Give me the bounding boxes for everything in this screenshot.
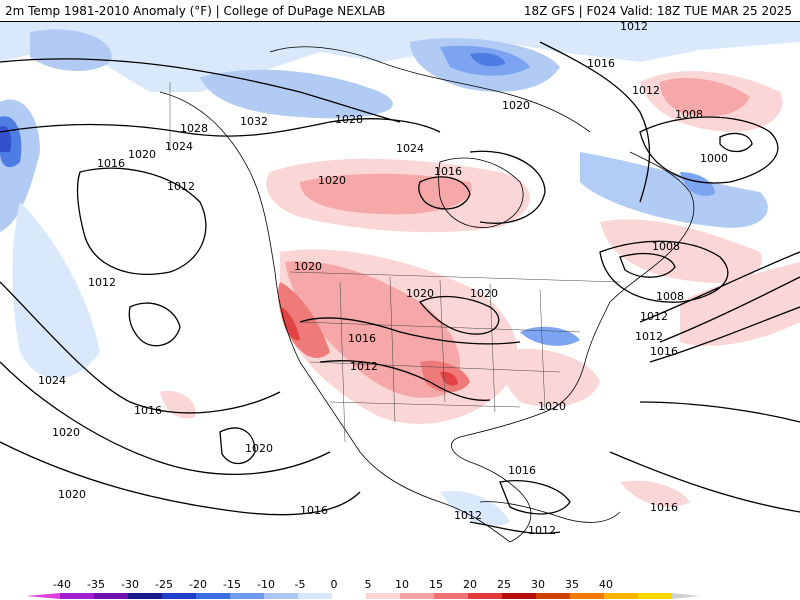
isobar-label: 1000: [700, 152, 728, 165]
colorbar-tick-label: -40: [53, 578, 71, 591]
isobar-label: 1020: [58, 488, 86, 501]
anomaly-colorbar: -40 -35 -30 -25 -20 -15 -10 -5 0 5 10 15 20 25 30 35 40: [0, 576, 800, 600]
isobar-label: 1012: [167, 180, 195, 193]
colorbar-bin: [196, 593, 230, 599]
isobar-label: 1024: [396, 142, 424, 155]
isobar-label: 1012: [635, 330, 663, 343]
colorbar-tick-label: 25: [497, 578, 511, 591]
colorbar-bin: [94, 593, 128, 599]
colorbar-tick-label: 35: [565, 578, 579, 591]
colorbar-bin: [128, 593, 162, 599]
isobar-label: 1016: [134, 404, 162, 417]
colorbar-bin: [264, 593, 298, 599]
isobar-label: 1012: [632, 84, 660, 97]
map-header: 2m Temp 1981-2010 Anomaly (°F) | College…: [0, 0, 800, 22]
isobar-label: 1020: [406, 287, 434, 300]
isobar-label: 1016: [97, 157, 125, 170]
colorbar-tick-label: -5: [295, 578, 306, 591]
map-title: 2m Temp 1981-2010 Anomaly (°F) | College…: [5, 4, 386, 18]
isobar-label: 1016: [508, 464, 536, 477]
isobar-label: 1012: [454, 509, 482, 522]
colorbar-bin: [60, 593, 94, 599]
isobar-label: 1008: [652, 240, 680, 253]
isobar-label: 1032: [240, 115, 268, 128]
isobar-label: 1008: [656, 290, 684, 303]
colorbar-tick-label: 10: [395, 578, 409, 591]
colorbar-min-arrow: [26, 593, 60, 599]
warm-anomaly-shading: [160, 71, 800, 507]
colorbar-bin: [230, 593, 264, 599]
colorbar-tick-label: 20: [463, 578, 477, 591]
colorbar-bin: [332, 593, 366, 599]
colorbar-bin: [400, 593, 434, 599]
isobar-label: 1016: [650, 345, 678, 358]
colorbar-tick-label: -25: [155, 578, 173, 591]
isobar-label: 1020: [318, 174, 346, 187]
colorbar-max-arrow: [672, 593, 700, 599]
colorbar-tick-label: 30: [531, 578, 545, 591]
isobar-label: 1012: [640, 310, 668, 323]
isobar-label: 1008: [675, 108, 703, 121]
isobar-label: 1012: [88, 276, 116, 289]
isobar-label: 1020: [245, 442, 273, 455]
isobar-label: 1024: [38, 374, 66, 387]
colorbar-bin: [298, 593, 332, 599]
colorbar-tick-label: -15: [223, 578, 241, 591]
colorbar-bin: [366, 593, 400, 599]
colorbar-bin: [468, 593, 502, 599]
colorbar-tick-label: 5: [365, 578, 372, 591]
coastlines: [159, 46, 695, 543]
colorbar-bin: [536, 593, 570, 599]
isobar-label: 1016: [300, 504, 328, 517]
isobar-label: 1020: [470, 287, 498, 300]
isobar-label: 1028: [180, 122, 208, 135]
isobar-label: 1016: [587, 57, 615, 70]
isobar-label: 1028: [335, 113, 363, 126]
colorbar-tick-label: 15: [429, 578, 443, 591]
colorbar-bin: [604, 593, 638, 599]
isobar-label: 1024: [165, 140, 193, 153]
isobar-label: 1012: [620, 22, 648, 33]
colorbar-tick-label: -20: [189, 578, 207, 591]
colorbar-tick-label: -30: [121, 578, 139, 591]
isobar-label: 1016: [348, 332, 376, 345]
isobar-label: 1016: [434, 165, 462, 178]
model-valid-time: 18Z GFS | F024 Valid: 18Z TUE MAR 25 202…: [523, 4, 792, 18]
isobar-contours: [0, 41, 800, 535]
cold-anomaly-shading: [0, 22, 800, 526]
isobar-label: 1012: [350, 360, 378, 373]
colorbar-bin: [162, 593, 196, 599]
colorbar-tick-label: 40: [599, 578, 613, 591]
isobar-label: 1020: [502, 99, 530, 112]
isobar-label: 1016: [650, 501, 678, 514]
isobar-label: 1020: [538, 400, 566, 413]
colorbar-bin: [570, 593, 604, 599]
temperature-anomaly-map: 1012 1016 1020 1028 1032 1028 1024 1020 1024 1016…: [0, 22, 800, 576]
isobar-label: 1020: [52, 426, 80, 439]
isobar-label: 1012: [528, 524, 556, 537]
isobar-label: 1020: [294, 260, 322, 273]
colorbar-tick-label: -35: [87, 578, 105, 591]
colorbar-tick-label: -10: [257, 578, 275, 591]
isobar-label: 1020: [128, 148, 156, 161]
colorbar-bin: [502, 593, 536, 599]
colorbar-tick-label: 0: [331, 578, 338, 591]
colorbar-bin: [434, 593, 468, 599]
colorbar-bin: [638, 593, 672, 599]
